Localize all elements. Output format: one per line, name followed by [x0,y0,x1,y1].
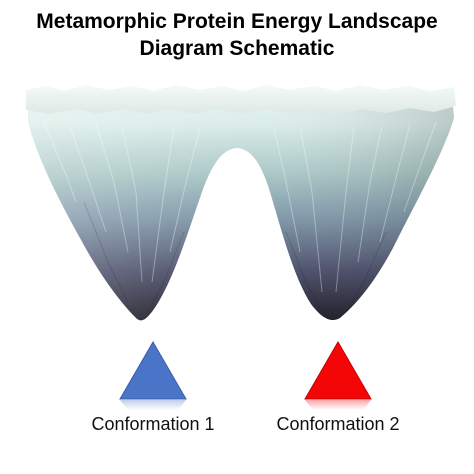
conformation-1-marker [119,341,187,410]
conformation-1-label: Conformation 1 [91,414,215,434]
title-line-2: Diagram Schematic [139,37,335,60]
conformation-2-marker [304,341,372,410]
conformation-2-label: Conformation 2 [276,414,400,434]
title-line-1: Metamorphic Protein Energy Landscape [36,10,438,33]
conformation-1-triangle-icon [119,341,187,400]
diagram-title: Metamorphic Protein Energy Landscape Dia… [0,8,474,62]
energy-landscape [26,85,456,321]
landscape-rim [26,85,456,114]
conformation-2-triangle-icon [304,341,372,400]
